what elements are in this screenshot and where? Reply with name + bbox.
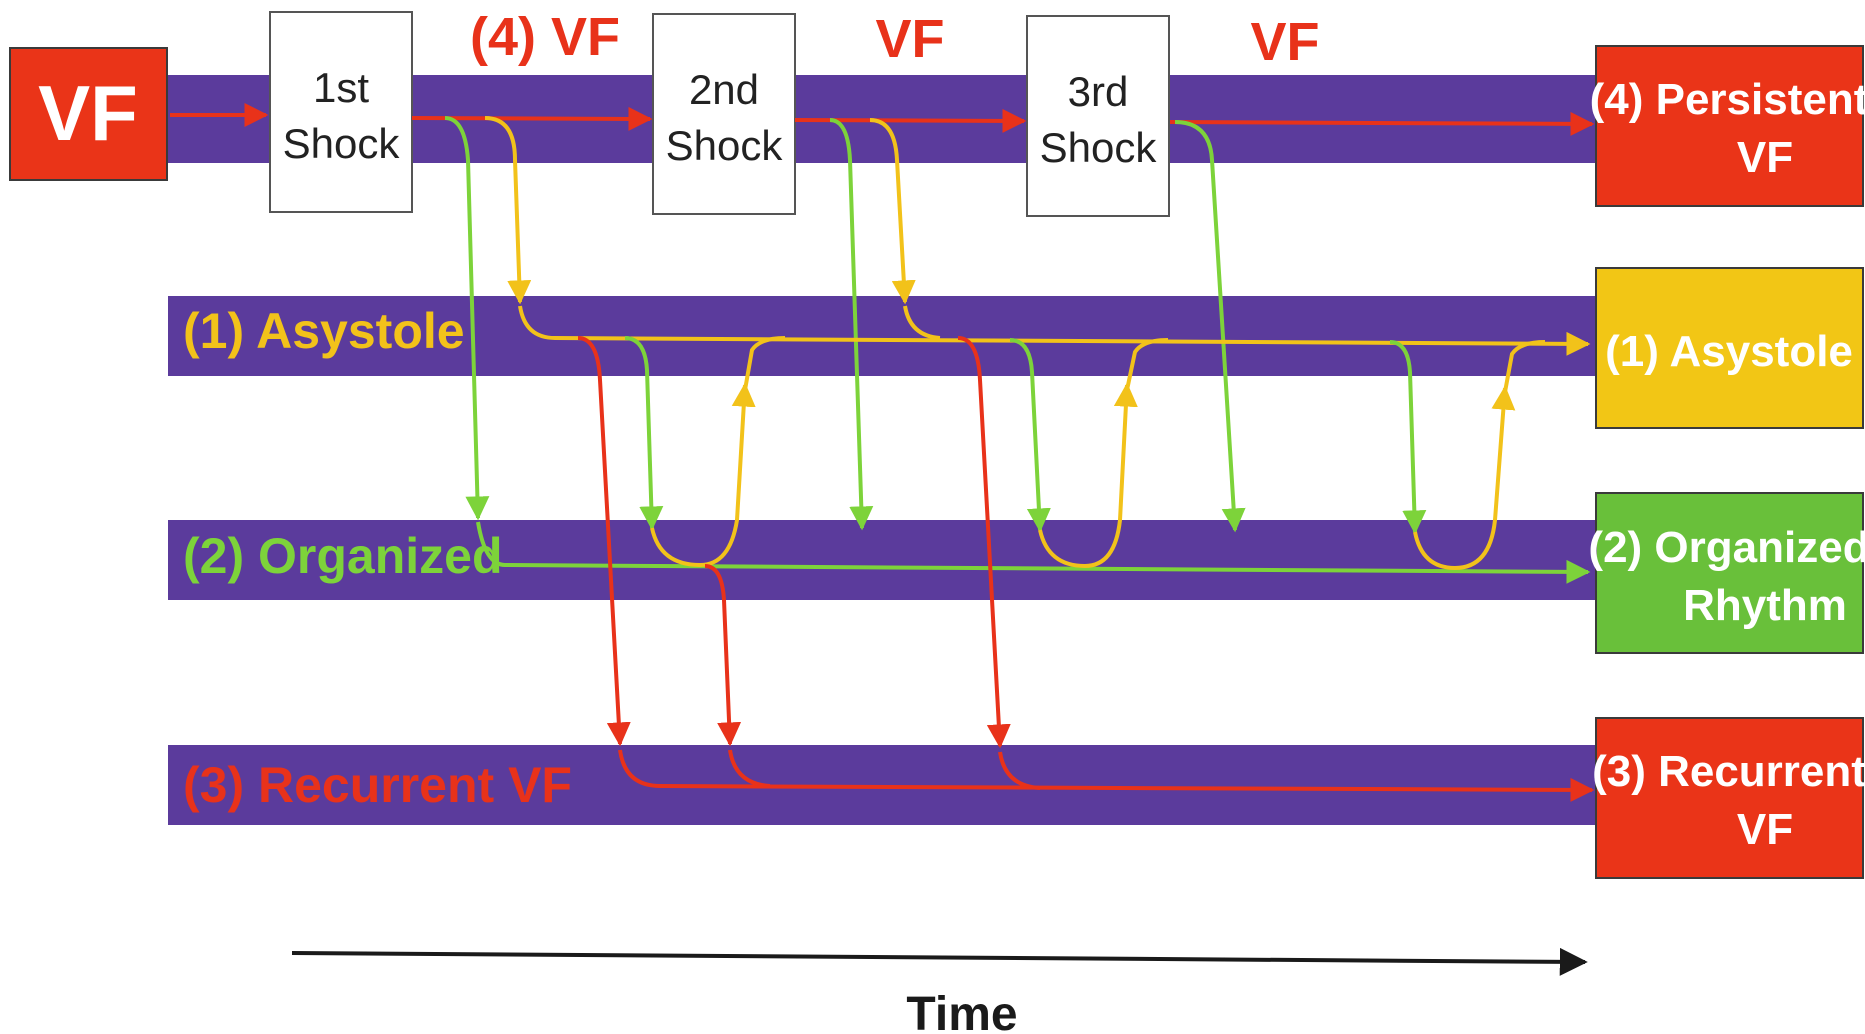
shock-3-to-organized — [1174, 120, 1246, 533]
shock-2-line2: Shock — [666, 122, 784, 169]
outcome-organized-rhythm: (2) Organized Rhythm — [1588, 492, 1865, 654]
shock-1-line2: Shock — [283, 120, 401, 167]
lane-label-asystole: (1) Asystole — [183, 303, 465, 359]
organized-to-asystole-rises — [650, 336, 1546, 571]
interval-label-2: VF — [875, 9, 944, 69]
asystole-flow — [518, 305, 1591, 356]
shock-2-to-asystole — [869, 118, 916, 305]
shock-1-to-organized — [444, 116, 490, 521]
interval-label-3: VF — [1250, 12, 1319, 72]
shock-2-line1: 2nd — [689, 66, 759, 113]
outcome-recurrent-vf: (3) Recurrent VF — [1592, 717, 1865, 879]
outcome-persistent-line1: (4) Persistent — [1590, 75, 1865, 124]
lane-label-organized: (2) Organized — [183, 528, 502, 584]
shock-2-to-organized — [829, 118, 874, 531]
shock-3-line2: Shock — [1040, 124, 1158, 171]
recurrent-vf-drops — [577, 336, 1011, 749]
shock-3-line1: 3rd — [1068, 68, 1129, 115]
shock-box-1: 1st Shock — [269, 11, 413, 213]
outcome-recurrent-line2: VF — [1737, 805, 1793, 854]
outcome-recurrent-line1: (3) Recurrent — [1592, 747, 1865, 796]
lane-label-recurrent: (3) Recurrent VF — [183, 757, 572, 813]
lane-asystole — [168, 296, 1600, 376]
time-axis-label: Time — [906, 988, 1017, 1034]
outcome-organized-line1: (2) Organized — [1588, 523, 1865, 572]
outcome-asystole-line1: (1) Asystole — [1605, 327, 1853, 376]
shock-box-2: 2nd Shock — [652, 13, 796, 215]
start-vf-label: VF — [38, 69, 138, 157]
asystole-to-organized-drops — [624, 336, 1427, 535]
organized-flow — [476, 521, 1591, 584]
time-axis: Time — [291, 947, 1588, 1034]
lane-organized — [168, 520, 1600, 600]
shock-1-to-asystole — [484, 116, 532, 305]
outcome-organized-line2: Rhythm — [1683, 581, 1847, 630]
start-vf-box — [9, 47, 168, 181]
shock-1-line1: 1st — [313, 64, 369, 111]
outcome-persistent-line2: VF — [1737, 133, 1793, 182]
shock-box-3: 3rd Shock — [1026, 15, 1170, 217]
outcome-persistent-vf: (4) Persistent VF — [1590, 45, 1865, 207]
outcome-asystole: (1) Asystole — [1595, 267, 1864, 429]
interval-label-1: (4) VF — [470, 7, 620, 67]
recurrent-flow — [618, 749, 1595, 802]
